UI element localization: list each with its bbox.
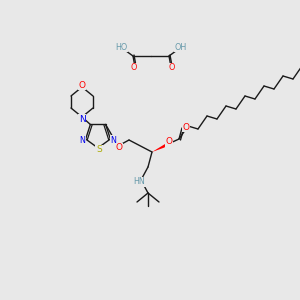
Text: O: O [116,143,122,152]
Text: O: O [166,137,172,146]
Text: O: O [169,64,175,73]
Text: OH: OH [175,43,187,52]
Text: S: S [96,146,102,154]
Polygon shape [152,142,167,152]
Text: O: O [79,80,86,89]
Text: O: O [131,64,137,73]
Text: O: O [182,122,190,131]
Text: N: N [80,136,86,145]
Text: HO: HO [115,43,127,52]
Text: N: N [79,115,86,124]
Text: HN: HN [133,178,145,187]
Text: N: N [110,136,116,145]
